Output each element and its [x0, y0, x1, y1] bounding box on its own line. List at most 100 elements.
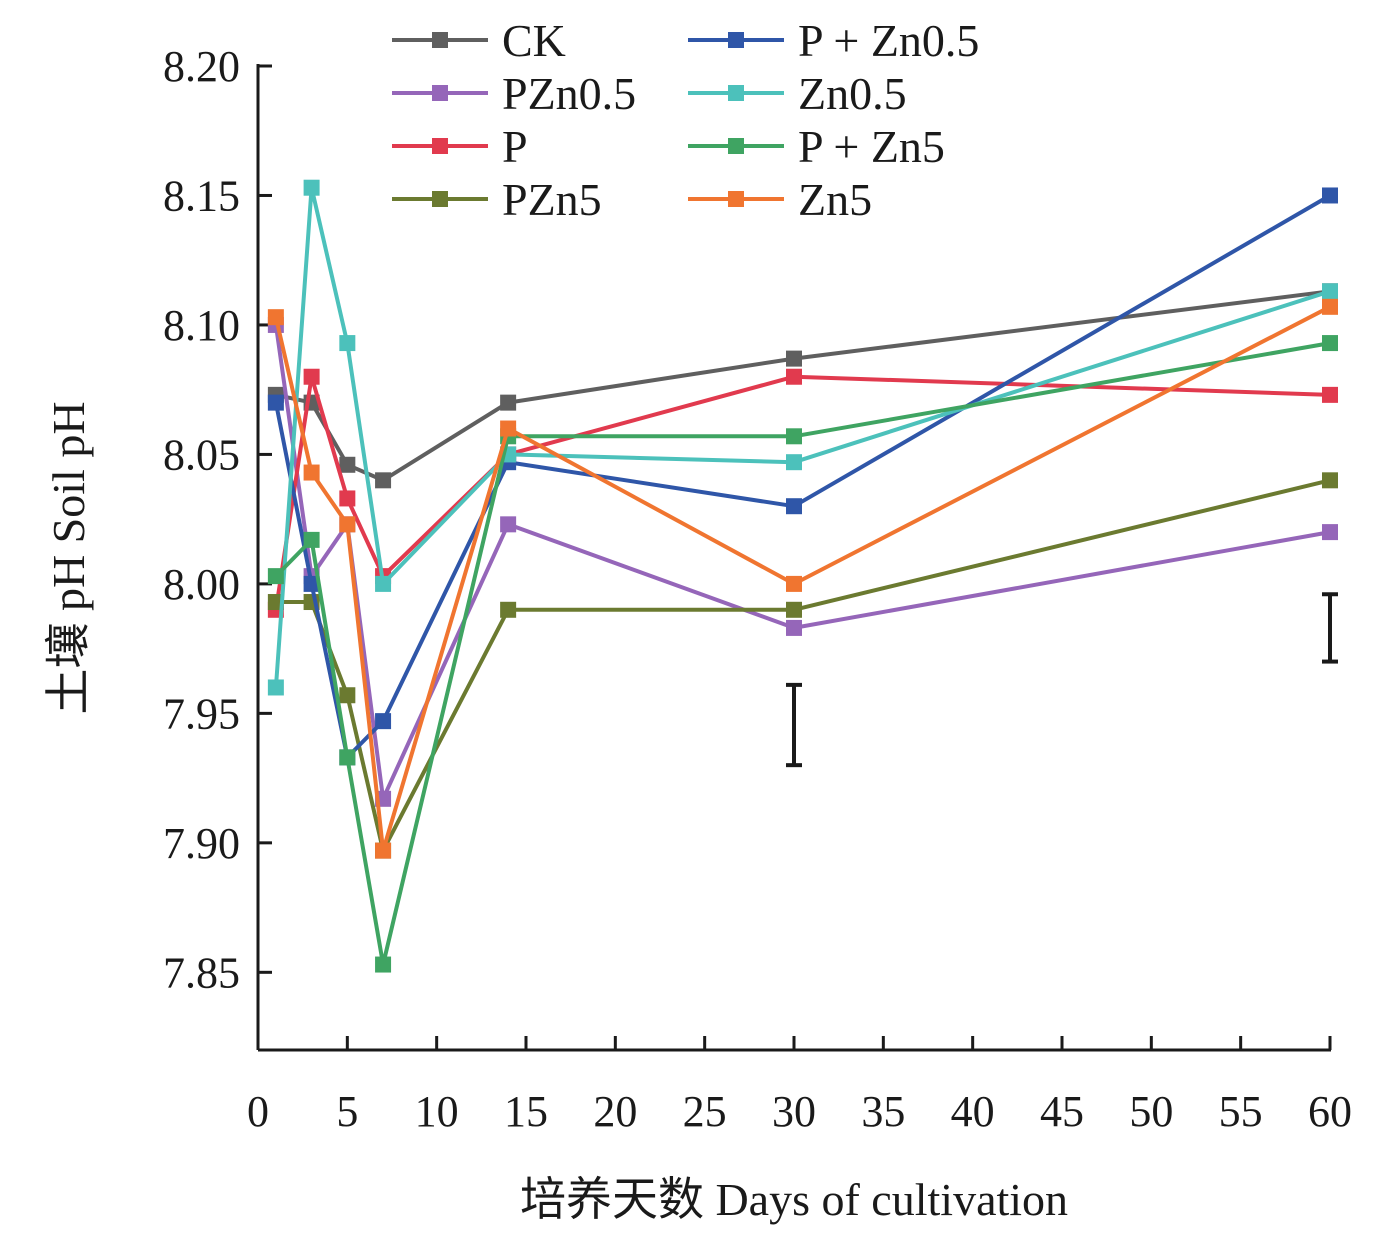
data-point	[1322, 524, 1338, 541]
series-line	[273, 324, 1331, 801]
data-point	[500, 516, 517, 533]
data-point	[1322, 472, 1338, 489]
x-tick-label: 50	[1129, 1087, 1173, 1136]
series-line	[275, 289, 1331, 483]
legend-label: Zn0.5	[798, 68, 907, 119]
error-bar	[1322, 592, 1338, 664]
data-point	[267, 394, 284, 411]
legend-label: P + Zn5	[798, 121, 945, 172]
x-tick-label: 40	[951, 1087, 995, 1136]
data-point	[339, 335, 356, 352]
y-tick-label: 8.00	[163, 560, 240, 609]
y-tick-label: 8.10	[163, 301, 240, 350]
series-line	[274, 341, 1331, 967]
data-point	[500, 601, 517, 618]
x-tick-label: 5	[336, 1087, 358, 1136]
legend-entry: PZn5	[392, 174, 602, 225]
data-point	[303, 179, 320, 196]
data-point	[500, 394, 517, 411]
data-point	[303, 575, 320, 592]
data-point	[267, 568, 284, 585]
data-point	[786, 454, 802, 471]
legend-marker	[728, 85, 744, 101]
series-p-zn5	[267, 335, 1338, 973]
data-point	[267, 309, 284, 326]
data-point	[786, 368, 802, 385]
x-tick-label: 45	[1040, 1087, 1084, 1136]
x-axis-title: 培养天数 Days of cultivation	[520, 1174, 1068, 1225]
legend-entry: P + Zn0.5	[688, 15, 979, 66]
series-line	[273, 374, 1331, 611]
data-point	[1322, 298, 1338, 315]
legend-label: P + Zn0.5	[798, 15, 979, 66]
x-tick-label: 10	[415, 1087, 459, 1136]
data-point	[339, 516, 356, 533]
series-layer	[267, 179, 1338, 973]
x-tick-label: 30	[772, 1087, 816, 1136]
legend-entry: Zn0.5	[688, 68, 907, 119]
y-ticks: 7.85 7.90 7.95 8.00 8.05 8.10 8.15 8.20	[163, 42, 272, 997]
legend-marker	[432, 32, 448, 48]
legend-entry: PZn0.5	[392, 68, 636, 119]
data-point	[1322, 386, 1338, 403]
y-tick-label: 7.90	[163, 819, 240, 868]
x-ticks: 0 5 10 15 20 25 30 35 40 45 50 55 60	[247, 1036, 1352, 1136]
legend-label: P	[502, 121, 528, 172]
series-line	[275, 478, 1331, 853]
y-tick-label: 8.20	[163, 42, 240, 91]
axes: 7.85 7.90 7.95 8.00 8.05 8.10 8.15 8.20 0 5 10 15 2…	[163, 42, 1352, 1136]
x-tick-label: 35	[861, 1087, 905, 1136]
y-tick-label: 7.95	[163, 689, 240, 738]
legend-marker	[728, 138, 744, 154]
x-tick-label: 0	[247, 1087, 269, 1136]
error-bars	[786, 592, 1338, 768]
data-point	[375, 713, 392, 730]
data-point	[339, 490, 356, 507]
series-line	[273, 305, 1331, 853]
y-tick-label: 7.85	[163, 948, 240, 997]
legend-marker	[728, 32, 744, 48]
legend-marker	[432, 138, 448, 154]
x-tick-label: 55	[1219, 1087, 1263, 1136]
data-point	[339, 687, 356, 704]
data-point	[786, 575, 802, 592]
y-tick-label: 8.15	[163, 171, 240, 220]
legend-label: PZn0.5	[502, 68, 636, 119]
data-point	[1322, 283, 1338, 300]
legend-marker	[728, 191, 744, 207]
data-point	[786, 498, 802, 515]
data-point	[267, 679, 284, 696]
y-axis-title: 土壤 pH Soil pH	[43, 401, 94, 714]
data-point	[1322, 187, 1338, 204]
data-point	[339, 749, 356, 766]
data-point	[1322, 335, 1338, 352]
data-point	[375, 956, 392, 973]
legend-marker	[432, 85, 448, 101]
data-point	[375, 842, 392, 859]
series-zn5	[267, 298, 1338, 859]
legend-label: Zn5	[798, 174, 872, 225]
legend-entry: P	[392, 121, 528, 172]
legend-entry: CK	[392, 15, 566, 66]
legend-marker	[432, 191, 448, 207]
y-tick-label: 8.05	[163, 430, 240, 479]
data-point	[303, 368, 320, 385]
x-tick-label: 60	[1308, 1087, 1352, 1136]
series-p-zn0-5	[267, 187, 1338, 766]
series-zn0-5	[267, 179, 1338, 696]
x-tick-label: 25	[683, 1087, 727, 1136]
data-point	[303, 531, 320, 548]
legend-entry: Zn5	[688, 174, 872, 225]
legend-label: CK	[502, 15, 566, 66]
legend-label: PZn5	[502, 174, 602, 225]
data-point	[339, 456, 356, 473]
data-point	[786, 428, 802, 445]
data-point	[375, 575, 392, 592]
x-tick-label: 20	[593, 1087, 637, 1136]
data-point	[303, 464, 320, 481]
data-point	[786, 601, 802, 618]
error-bar	[786, 682, 802, 768]
x-tick-label: 15	[504, 1087, 548, 1136]
